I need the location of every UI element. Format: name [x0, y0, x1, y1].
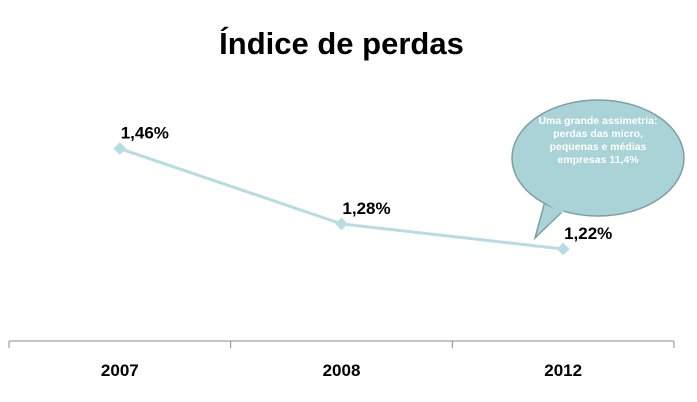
x-axis: 2007 2008 2012 — [8, 340, 675, 380]
x-tick-label: 2008 — [323, 361, 361, 380]
callout-ellipse — [511, 99, 685, 217]
data-label: 1,28% — [342, 199, 390, 218]
x-tick-label: 2012 — [544, 361, 582, 380]
data-point-marker — [335, 217, 348, 231]
callout-text: Uma grande assimetria: perdas das micro,… — [538, 115, 658, 166]
data-point-marker — [113, 142, 127, 155]
x-tick-label: 2007 — [101, 361, 139, 380]
data-label: 1,46% — [121, 124, 169, 143]
data-point-marker — [556, 242, 570, 256]
chart-title: Índice de perdas — [219, 26, 464, 61]
callout-bubble — [511, 99, 685, 241]
data-label: 1,22% — [564, 224, 612, 243]
callout-joint — [538, 195, 565, 214]
